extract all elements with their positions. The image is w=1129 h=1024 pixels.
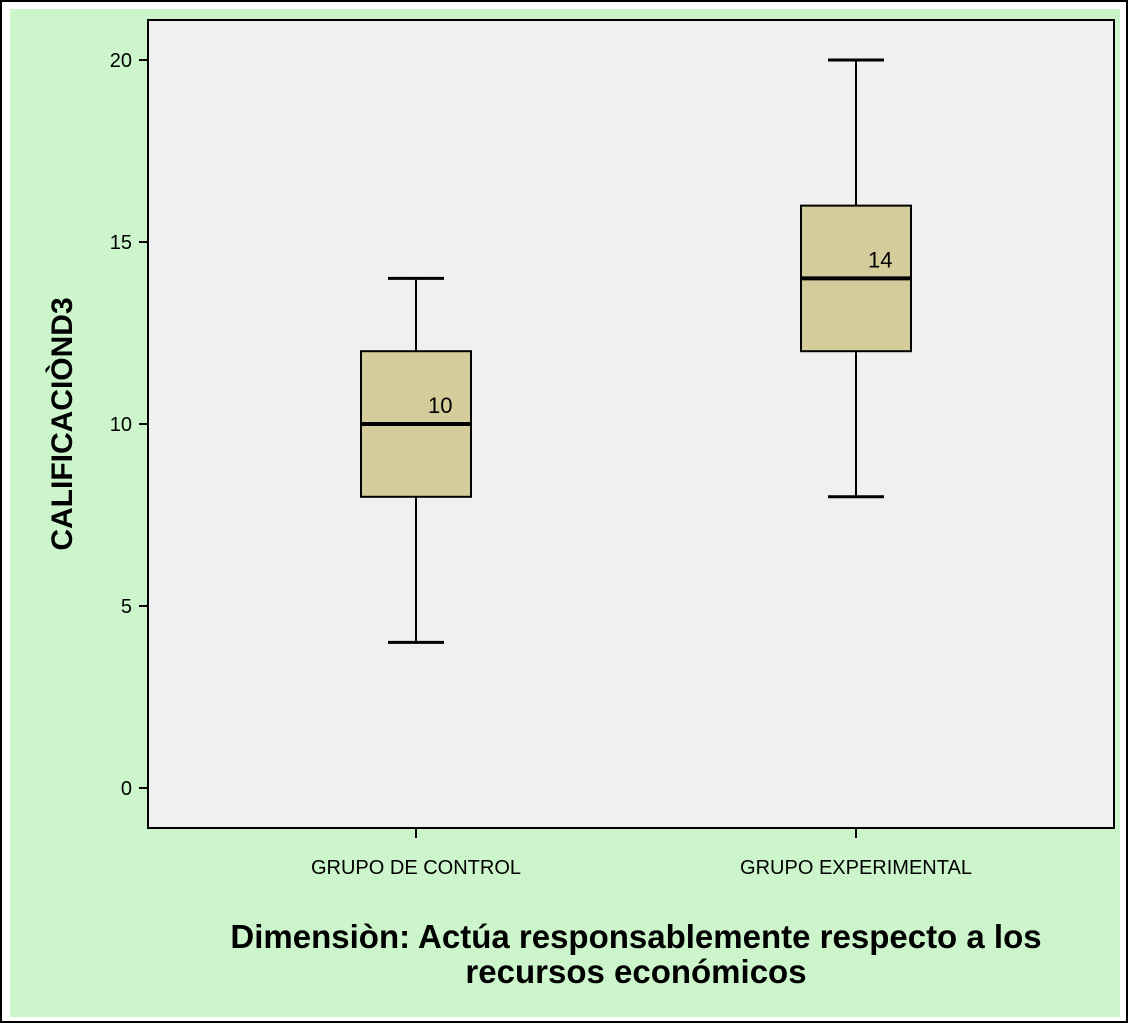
x-tick-label-1: GRUPO DE CONTROL — [311, 857, 521, 879]
box-2: 14 — [800, 58, 912, 499]
y-axis: 0 5 10 15 20 — [110, 50, 148, 800]
median-label: 10 — [428, 393, 452, 418]
y-axis-title: CALIFICACIÒND3 — [45, 297, 79, 550]
box-1: 10 — [360, 276, 472, 644]
plot-area — [147, 19, 1115, 829]
x-tick-label-2: GRUPO EXPERIMENTAL — [740, 857, 972, 879]
median-label: 14 — [868, 247, 892, 272]
y-tick-label-5: 5 — [121, 596, 132, 618]
x-axis-title-line-1: Dimensiòn: Actúa responsablemente respec… — [230, 918, 1041, 955]
y-tick-label-0: 0 — [121, 778, 132, 800]
y-tick-label-20: 20 — [110, 50, 132, 72]
boxes: 10 14 — [360, 58, 912, 644]
y-tick-label-10: 10 — [110, 414, 132, 436]
x-axis-title-line-2: recursos económicos — [465, 953, 806, 990]
x-axis: GRUPO DE CONTROL GRUPO EXPERIMENTAL — [311, 828, 972, 879]
y-tick-label-15: 15 — [110, 232, 132, 254]
